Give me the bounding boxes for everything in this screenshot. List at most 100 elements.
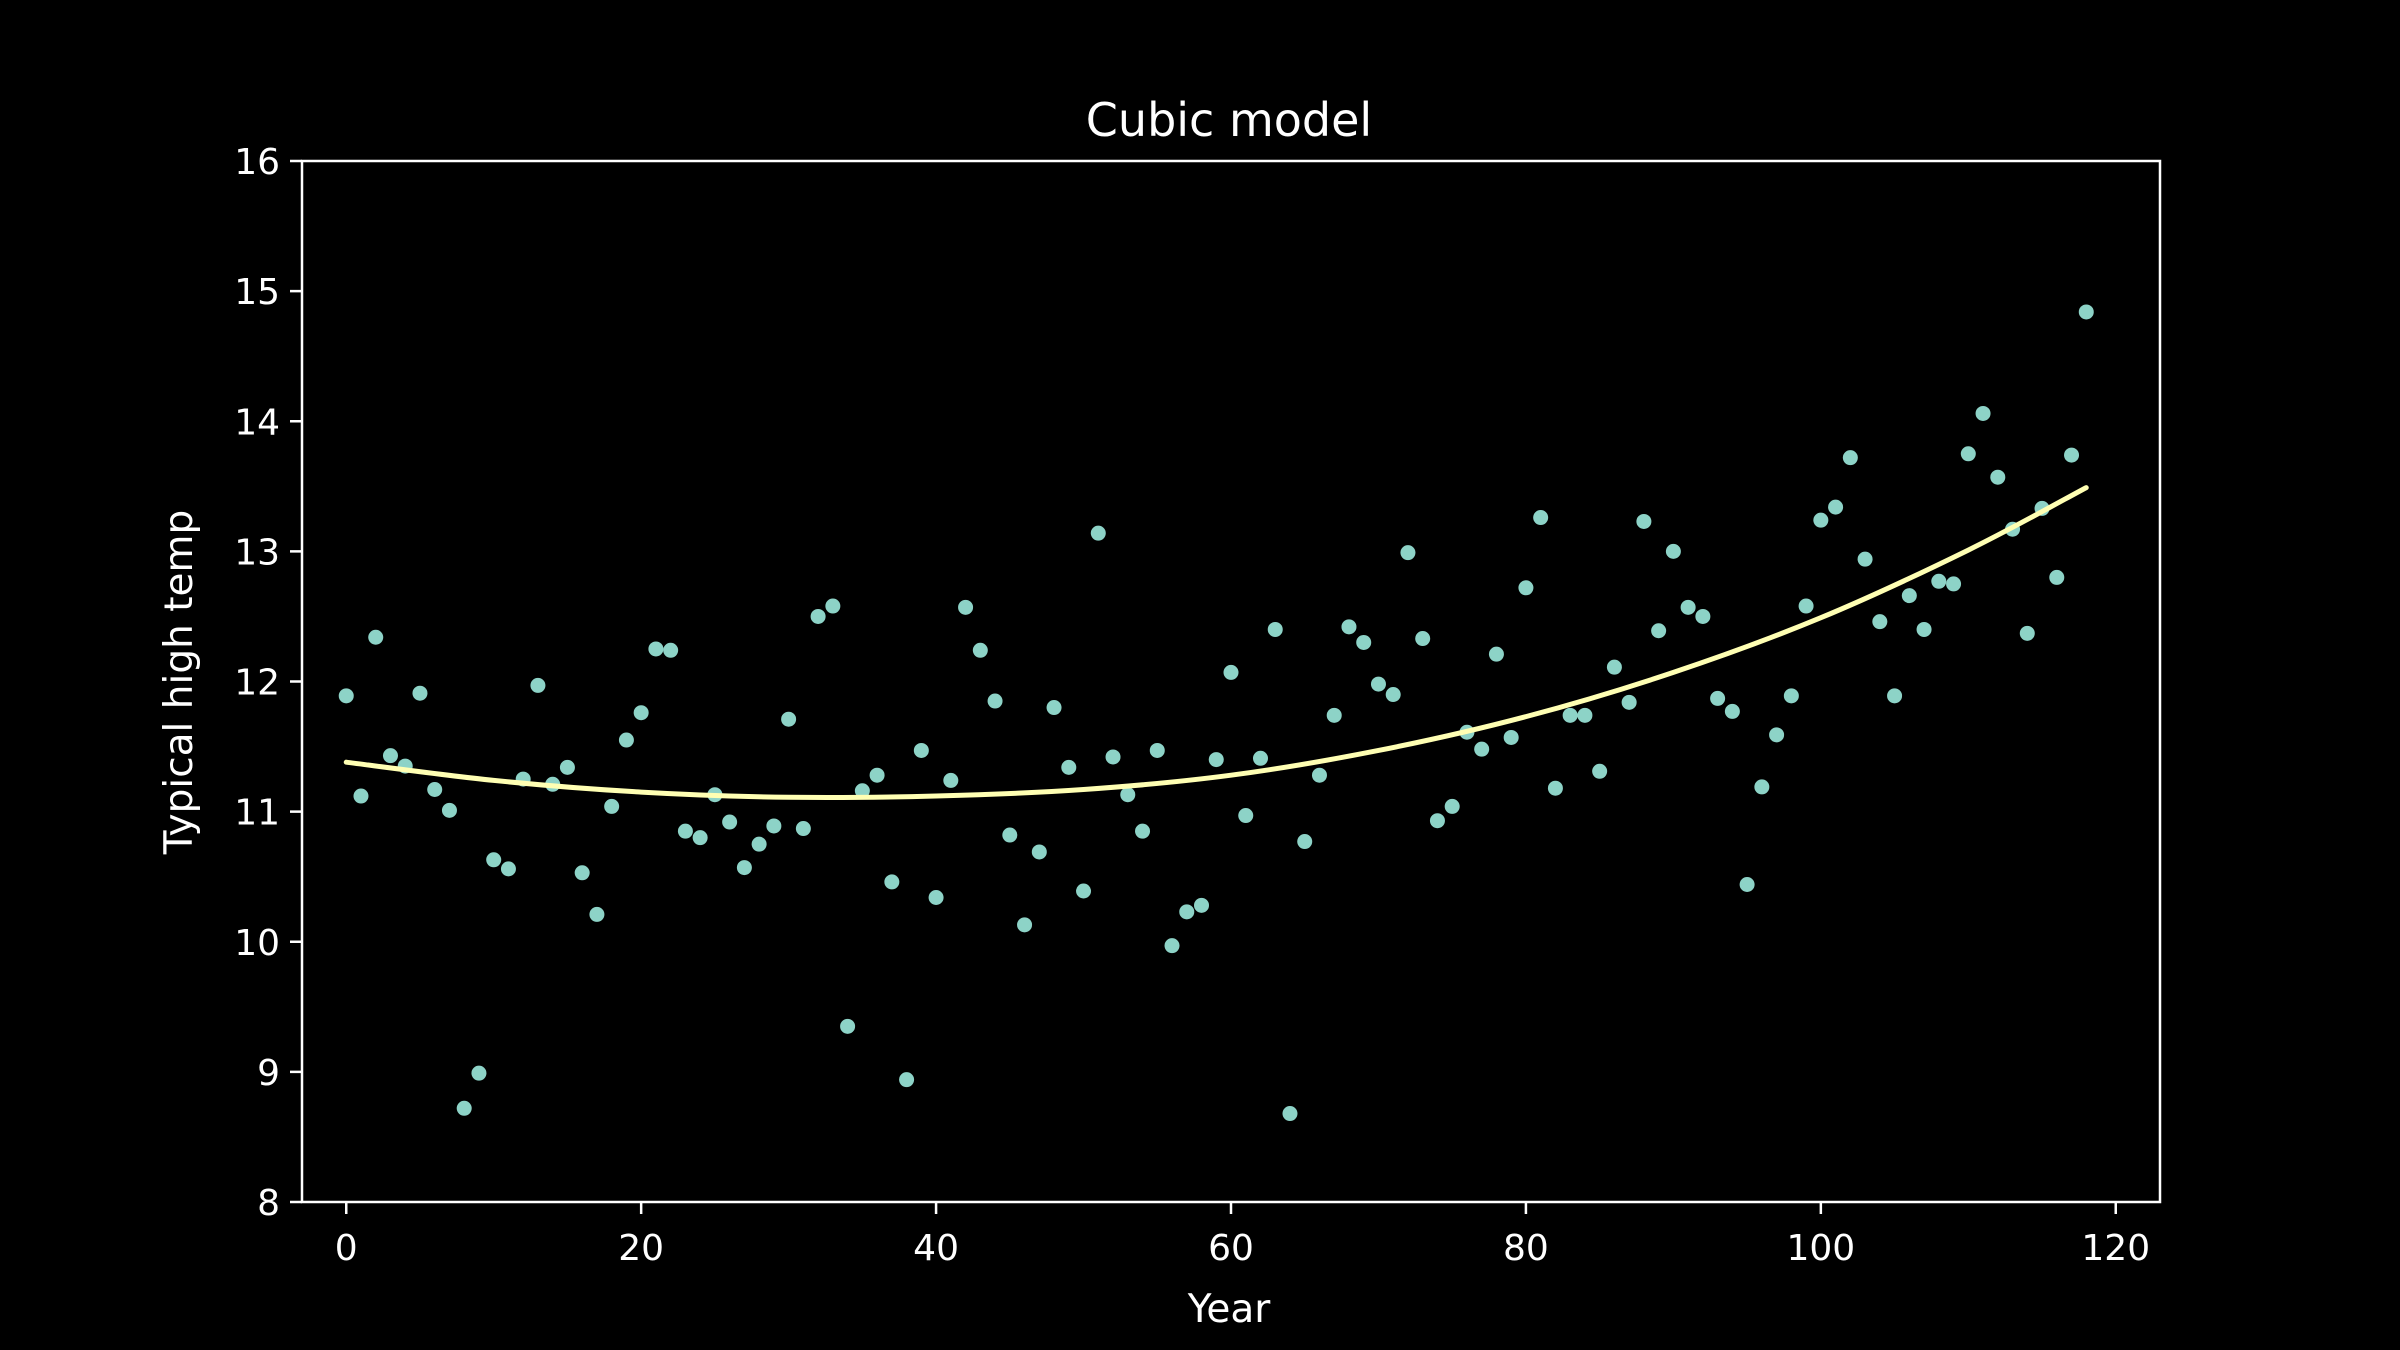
data-point-33 xyxy=(825,598,841,614)
data-point-91 xyxy=(1680,599,1696,615)
data-point-100 xyxy=(1813,512,1829,528)
data-point-36 xyxy=(869,767,885,783)
data-point-42 xyxy=(958,599,974,615)
data-point-48 xyxy=(1046,700,1062,716)
data-point-95 xyxy=(1739,876,1755,892)
data-point-63 xyxy=(1267,621,1283,637)
data-point-94 xyxy=(1724,703,1740,719)
data-point-117 xyxy=(2064,447,2080,463)
data-point-84 xyxy=(1577,707,1593,723)
data-point-104 xyxy=(1872,614,1888,630)
x-tick-label-5: 100 xyxy=(1786,1228,1855,1269)
data-point-64 xyxy=(1282,1106,1298,1122)
x-tick-label-1: 20 xyxy=(618,1228,664,1269)
x-axis-label: Year xyxy=(1187,1287,1272,1332)
data-point-52 xyxy=(1105,749,1121,765)
data-point-89 xyxy=(1651,623,1667,639)
data-point-85 xyxy=(1592,763,1608,779)
data-point-70 xyxy=(1370,676,1386,692)
data-point-106 xyxy=(1901,588,1917,604)
data-point-41 xyxy=(943,772,959,788)
y-tick-label-4: 12 xyxy=(234,663,280,704)
data-point-49 xyxy=(1061,759,1077,775)
data-point-10 xyxy=(486,852,502,868)
y-tick-label-7: 15 xyxy=(234,272,280,313)
fit-curve-layer xyxy=(343,485,2089,801)
data-point-101 xyxy=(1828,499,1844,515)
data-point-67 xyxy=(1326,707,1342,723)
data-point-32 xyxy=(810,608,826,624)
data-point-105 xyxy=(1887,688,1903,704)
data-point-103 xyxy=(1857,551,1873,567)
data-point-23 xyxy=(677,823,693,839)
axis-ticks: 0 20 40 60 80 100 120 8 9 10 11 12 13 14 15 16 xyxy=(234,142,2150,1269)
data-point-111 xyxy=(1975,405,1991,421)
data-point-7 xyxy=(441,802,457,818)
data-point-0 xyxy=(338,688,354,704)
data-point-110 xyxy=(1960,446,1976,462)
y-tick-label-2: 10 xyxy=(234,923,280,964)
x-tick-label-3: 60 xyxy=(1208,1228,1254,1269)
data-point-24 xyxy=(692,830,708,846)
y-axis-label: Typical high temp xyxy=(157,510,202,855)
data-point-86 xyxy=(1606,659,1622,675)
data-point-35 xyxy=(854,783,870,799)
data-point-83 xyxy=(1562,707,1578,723)
data-point-17 xyxy=(589,906,605,922)
data-point-114 xyxy=(2019,625,2035,641)
data-point-27 xyxy=(736,860,752,876)
x-tick-label-6: 120 xyxy=(2081,1228,2150,1269)
data-point-118 xyxy=(2078,304,2094,320)
data-point-38 xyxy=(899,1072,915,1088)
data-point-56 xyxy=(1164,938,1180,954)
y-tick-label-3: 11 xyxy=(234,793,280,834)
x-tick-label-4: 80 xyxy=(1503,1228,1549,1269)
data-point-96 xyxy=(1754,779,1770,795)
data-point-82 xyxy=(1547,780,1563,796)
data-point-59 xyxy=(1208,752,1224,768)
data-point-74 xyxy=(1429,813,1445,829)
data-point-77 xyxy=(1474,741,1490,757)
data-point-47 xyxy=(1031,844,1047,860)
data-point-39 xyxy=(913,742,929,758)
data-point-57 xyxy=(1179,904,1195,920)
data-point-15 xyxy=(559,759,575,775)
data-point-109 xyxy=(1946,576,1962,592)
data-point-51 xyxy=(1090,525,1106,541)
data-point-16 xyxy=(574,865,590,881)
data-point-99 xyxy=(1798,598,1814,614)
data-point-116 xyxy=(2049,569,2065,585)
data-point-88 xyxy=(1636,513,1652,529)
data-point-11 xyxy=(500,861,516,877)
data-point-107 xyxy=(1916,621,1932,637)
x-tick-label-0: 0 xyxy=(335,1228,358,1269)
data-point-30 xyxy=(781,711,797,727)
data-point-44 xyxy=(987,693,1003,709)
y-tick-label-0: 8 xyxy=(257,1183,280,1224)
data-point-22 xyxy=(663,642,679,658)
data-point-2 xyxy=(368,629,384,645)
data-point-5 xyxy=(412,685,428,701)
data-point-65 xyxy=(1297,834,1313,850)
data-point-53 xyxy=(1120,787,1136,803)
data-point-31 xyxy=(795,821,811,837)
data-point-75 xyxy=(1444,798,1460,814)
data-point-20 xyxy=(633,705,649,721)
data-point-87 xyxy=(1621,694,1637,710)
data-point-78 xyxy=(1488,646,1504,662)
y-tick-label-8: 16 xyxy=(234,142,280,183)
y-tick-label-1: 9 xyxy=(257,1053,280,1094)
data-point-34 xyxy=(840,1018,856,1034)
data-point-45 xyxy=(1002,827,1018,843)
y-tick-label-5: 13 xyxy=(234,532,280,573)
data-point-58 xyxy=(1194,897,1210,913)
y-tick-label-6: 14 xyxy=(234,402,280,443)
plot-frame xyxy=(300,159,2162,1204)
data-point-55 xyxy=(1149,742,1165,758)
data-point-102 xyxy=(1842,450,1858,466)
data-point-61 xyxy=(1238,808,1254,824)
data-point-98 xyxy=(1783,688,1799,704)
data-point-19 xyxy=(618,732,634,748)
